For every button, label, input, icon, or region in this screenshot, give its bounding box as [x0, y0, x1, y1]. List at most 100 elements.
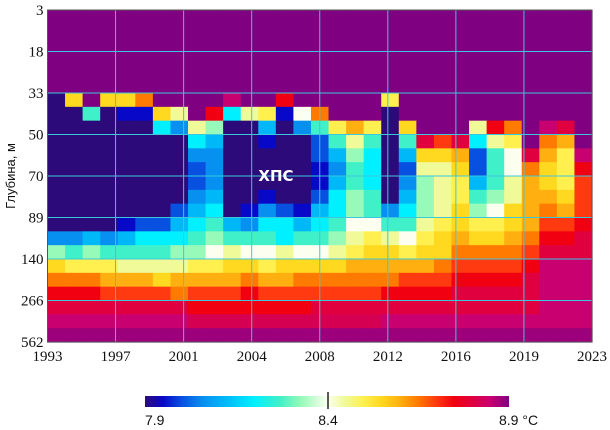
- heatmap-cell: [469, 231, 488, 246]
- heatmap-cell: [293, 203, 312, 219]
- heatmap-cell: [82, 10, 101, 25]
- heatmap-cell: [504, 10, 523, 25]
- heatmap-cell: [205, 259, 224, 274]
- heatmap-cell: [416, 189, 435, 205]
- heatmap-cell: [556, 217, 576, 232]
- heatmap-cell: [170, 51, 189, 66]
- heatmap-cell: [188, 148, 207, 163]
- heatmap-cell: [574, 162, 593, 177]
- heatmap-cell: [65, 106, 84, 122]
- heatmap-cell: [205, 148, 224, 163]
- heatmap-cell: [504, 203, 523, 219]
- heatmap-cell: [258, 120, 277, 136]
- heatmap-cell: [240, 148, 259, 163]
- heatmap-cell: [152, 231, 172, 246]
- heatmap-cell: [381, 162, 400, 177]
- heatmap-cell: [433, 93, 453, 108]
- heatmap-cell: [100, 286, 119, 302]
- heatmap-cell: [100, 203, 119, 219]
- heatmap-cell: [152, 106, 172, 122]
- heatmap-cell: [275, 286, 295, 302]
- heatmap-cell: [240, 37, 259, 53]
- heatmap-cell: [539, 314, 558, 329]
- heatmap-cell: [47, 300, 66, 315]
- heatmap-cell: [205, 134, 224, 149]
- heatmap-cell: [205, 23, 224, 39]
- heatmap-cell: [100, 148, 119, 163]
- heatmap-cell: [205, 120, 224, 136]
- heatmap-cell: [275, 79, 295, 94]
- heatmap-cell: [346, 106, 365, 122]
- heatmap-cell: [82, 65, 101, 80]
- heatmap-cell: [398, 300, 417, 315]
- heatmap-cell: [504, 286, 523, 302]
- heatmap-cell: [363, 203, 382, 219]
- heatmap-cell: [82, 217, 101, 232]
- heatmap-cell: [275, 134, 295, 149]
- heatmap-cell: [117, 162, 136, 177]
- heatmap-cell: [170, 286, 189, 302]
- heatmap-cell: [521, 314, 540, 329]
- heatmap-cell: [117, 272, 136, 288]
- y-tick-label: 50: [29, 128, 44, 144]
- heatmap-cell: [381, 51, 400, 66]
- heatmap-cell: [556, 245, 576, 260]
- heatmap-cell: [486, 148, 505, 163]
- heatmap-cell: [47, 203, 66, 219]
- colorbar-max-label: 8.9 °C: [499, 412, 538, 428]
- heatmap-cell: [258, 162, 277, 177]
- heatmap-cell: [416, 286, 435, 302]
- heatmap-cell: [223, 148, 242, 163]
- heatmap-cell: [574, 328, 593, 343]
- heatmap-cell: [504, 176, 523, 191]
- heatmap-cell: [100, 245, 119, 260]
- heatmap-cell: [100, 134, 119, 149]
- heatmap-cell: [223, 176, 242, 191]
- heatmap-cell: [170, 79, 189, 94]
- heatmap-cell: [504, 93, 523, 108]
- heatmap-cell: [574, 134, 593, 149]
- heatmap-cell: [539, 189, 558, 205]
- heatmap-cell: [205, 314, 224, 329]
- heatmap-cell: [188, 272, 207, 288]
- heatmap-cell: [223, 120, 242, 136]
- heatmap-cell: [486, 93, 505, 108]
- heatmap-cell: [346, 189, 365, 205]
- heatmap-cell: [416, 314, 435, 329]
- heatmap-cell: [521, 23, 540, 39]
- heatmap-cell: [556, 272, 576, 288]
- heatmap-cell: [469, 120, 488, 136]
- heatmap-cell: [433, 79, 453, 94]
- heatmap-cell: [521, 328, 540, 343]
- heatmap-cell: [381, 10, 400, 25]
- heatmap-cell: [117, 148, 136, 163]
- heatmap-cell: [223, 162, 242, 177]
- heatmap-cell: [170, 134, 189, 149]
- heatmap-cell: [47, 314, 66, 329]
- heatmap-cell: [65, 134, 84, 149]
- heatmap-cell: [574, 272, 593, 288]
- heatmap-cell: [346, 203, 365, 219]
- heatmap-cell: [398, 203, 417, 219]
- heatmap-cell: [381, 245, 400, 260]
- heatmap-cell: [486, 328, 505, 343]
- heatmap-cell: [188, 93, 207, 108]
- heatmap-cell: [574, 259, 593, 274]
- heatmap-cell: [135, 10, 154, 25]
- heatmap-cell: [293, 328, 312, 343]
- heatmap-cell: [398, 10, 417, 25]
- heatmap-cell: [205, 65, 224, 80]
- heatmap-cell: [521, 93, 540, 108]
- heatmap-cell: [100, 65, 119, 80]
- heatmap-cell: [574, 314, 593, 329]
- heatmap-cell: [275, 259, 295, 274]
- heatmap-cell: [556, 37, 576, 53]
- heatmap-cell: [240, 106, 259, 122]
- heatmap-cell: [65, 245, 84, 260]
- heatmap-cell: [433, 245, 453, 260]
- heatmap-cell: [556, 231, 576, 246]
- heatmap-cell: [539, 328, 558, 343]
- y-tick-label: 89: [29, 211, 44, 227]
- heatmap-cell: [539, 286, 558, 302]
- heatmap-cell: [328, 10, 347, 25]
